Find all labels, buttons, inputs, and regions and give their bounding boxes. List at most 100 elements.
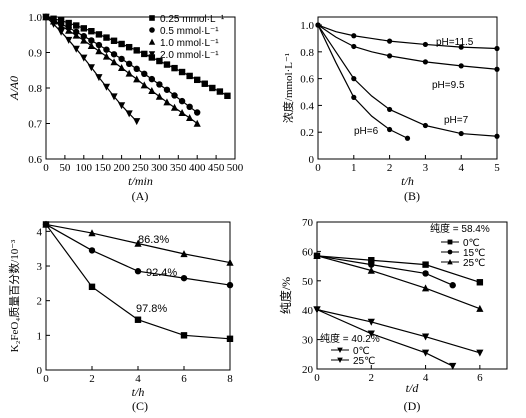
panel-b-data-point: [387, 106, 393, 113]
panel-b-data-point: [422, 122, 428, 129]
panel-d-series-line: [316, 309, 481, 354]
panel-a-data-point: [155, 92, 163, 100]
panel-b-x-tick-label: 3: [423, 162, 429, 174]
panel-d-data-point: [476, 349, 484, 357]
panel-a-data-point: [170, 103, 179, 111]
panel-a-x-tick-label: 500: [227, 162, 244, 174]
panel-a-x-tick-label: 150: [94, 162, 111, 174]
panel-a-data-point: [141, 50, 148, 58]
panel-a-data-point: [110, 37, 118, 44]
panel-b-data-point: [458, 130, 464, 137]
panel-a-data-point: [102, 52, 111, 60]
panel-a-y-tick-label: 0.7: [28, 119, 42, 131]
panel-a-data-point: [57, 17, 65, 24]
panel-a-data-point: [125, 69, 133, 77]
panel-c-data-point: [88, 229, 96, 237]
panel-b-plot-frame: [317, 16, 498, 160]
panel-c-data-point: [88, 247, 96, 254]
panel-b-series-line: [317, 24, 498, 50]
panel-a-data-point: [103, 34, 110, 41]
panel-a-data-point: [65, 26, 73, 34]
panel-d-plot-frame: [316, 221, 508, 370]
panel-b-data-point: [458, 44, 464, 50]
panel-d-legend-title: 纯度 = 40.2%: [320, 332, 380, 345]
panel-c-y-tick-label: 3: [37, 261, 43, 273]
panel-a-data-point: [118, 40, 125, 48]
panel-c-x-tick-label: 2: [89, 373, 95, 385]
panel-d-legend-title: 纯度 = 58.4%: [430, 222, 490, 235]
panel-d-y-axis-label: 纯度/%: [278, 277, 293, 314]
panel-a-data-point: [95, 31, 103, 38]
panel-d-data-point: [449, 362, 457, 370]
panel-c-x-tick-label: 6: [181, 373, 187, 385]
panel-b-data-point: [351, 33, 357, 39]
panel-c-data-point: [88, 283, 96, 291]
panel-a-data-point: [148, 75, 156, 83]
panel-c-data-point: [134, 268, 142, 275]
panel-c-series-label: 92.4%: [146, 267, 177, 279]
panel-a-data-point: [186, 114, 194, 122]
panel-a-x-tick-label: 50: [59, 162, 71, 174]
panel-a-data-point: [224, 92, 231, 100]
panel-a-data-point: [87, 64, 95, 72]
panel-c-series-label: 97.8%: [136, 303, 167, 315]
panel-a-data-point: [110, 93, 118, 101]
panel-b-data-point: [494, 66, 500, 72]
panel-d-data-point: [367, 330, 375, 338]
panel-a-data-point: [141, 70, 148, 78]
panel-b-data-point: [422, 59, 428, 65]
panel-c-data-point: [180, 250, 188, 258]
panel-a-data-point: [171, 92, 178, 99]
panel-d-data-point: [367, 318, 375, 326]
panel-d-x-tick-label: 2: [369, 372, 375, 384]
panel-a-data-point: [88, 37, 95, 44]
panel-c-y-axis-label: K₂FeO₄质量百分数/10⁻³: [8, 239, 21, 352]
panel-c-panel-label: (C): [132, 399, 148, 413]
panel-a-data-point: [65, 36, 73, 44]
panel-a-data-point: [171, 64, 178, 72]
panel-a-y-tick-label: 1.0: [28, 12, 42, 24]
panel-a-data-point: [95, 47, 103, 55]
panel-a-data-point: [118, 102, 126, 110]
panel-b-series-line: [317, 24, 408, 139]
panel-a-y-tick-label: 0.8: [28, 83, 42, 95]
panel-a-y-tick-label: 0.9: [28, 48, 42, 60]
panel-d-data-point: [422, 261, 429, 268]
panel-d-data-point: [421, 284, 430, 292]
panel-c-data-point: [134, 239, 142, 247]
panel-a-data-point: [118, 55, 125, 63]
panel-b-data-point: [422, 41, 428, 48]
panel-c-x-tick-label: 4: [135, 373, 141, 385]
panel-a-data-point: [65, 19, 72, 27]
panel-b-series-label: pH=11.5: [436, 37, 474, 48]
panel-c-data-point: [226, 258, 234, 266]
panel-a-x-tick-label: 450: [208, 162, 225, 174]
panel-d-series-line: [316, 255, 481, 310]
panel-c-data-point: [180, 332, 188, 339]
panel-d-data-point: [422, 270, 429, 277]
panel-a-data-point: [186, 103, 193, 111]
panel-b-series-label: pH=7: [444, 115, 469, 126]
panel-b-data-point: [351, 94, 357, 100]
panel-b-data-point: [404, 135, 411, 141]
panel-d-y-tick-label: 60: [302, 246, 314, 258]
panel-c-data-point: [42, 221, 50, 228]
panel-a-data-point: [178, 97, 186, 105]
panel-d-data-point: [421, 349, 430, 357]
panel-a-data-point: [95, 41, 103, 49]
panel-c-data-point: [226, 281, 234, 289]
panel-a-data-point: [140, 81, 148, 89]
panel-a-x-tick-label: 0: [43, 162, 49, 174]
panel-b-data-point: [458, 63, 464, 69]
panel-a-data-point: [133, 118, 141, 126]
panel-d-legend-label: 0℃: [463, 238, 480, 249]
panel-c-y-tick-label: 4: [37, 226, 43, 238]
panel-b-data-point: [494, 133, 500, 139]
panel-b-data-point: [387, 38, 393, 44]
panel-a-data-point: [57, 28, 65, 36]
panel-d-y-tick-label: 70: [302, 217, 314, 229]
panel-d-legend-label: 25℃: [353, 356, 375, 367]
panel-a-x-tick-label: 400: [189, 162, 206, 174]
panel-d-y-tick-label: 20: [302, 364, 314, 376]
